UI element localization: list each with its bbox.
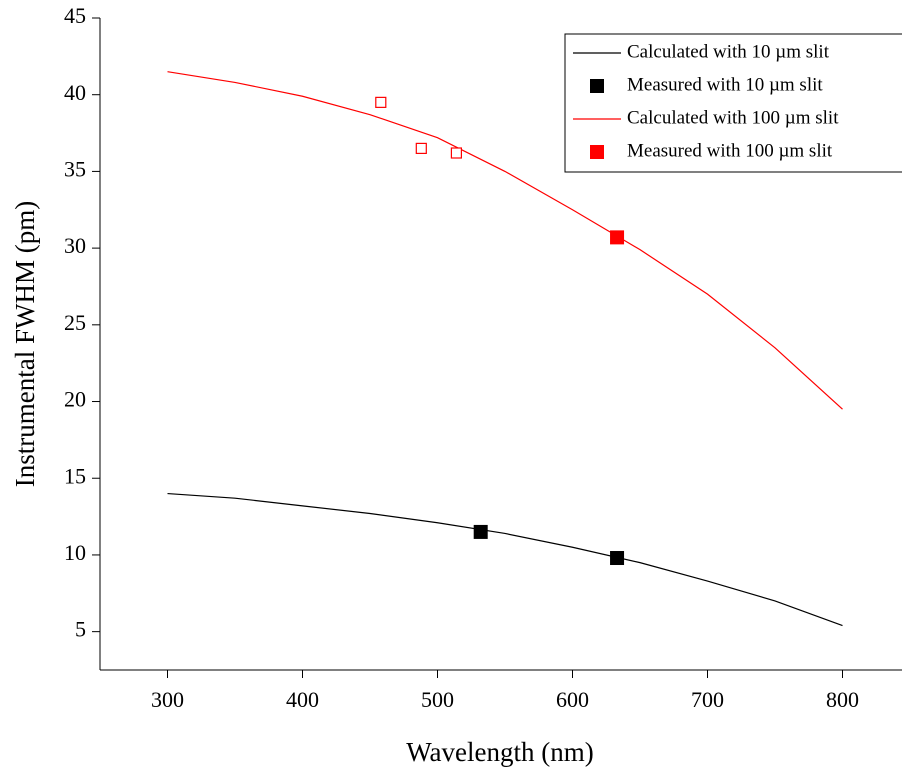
y-tick-label: 25 xyxy=(64,310,86,335)
data-point xyxy=(375,96,387,108)
y-tick-label: 35 xyxy=(64,156,86,181)
data-line xyxy=(167,492,843,627)
x-tick-label: 700 xyxy=(691,687,724,712)
data-line xyxy=(167,71,843,410)
data-point xyxy=(610,551,625,566)
y-tick-label: 40 xyxy=(64,80,86,105)
data-point xyxy=(450,147,462,159)
legend-box xyxy=(564,33,902,173)
legend-label: Measured with 10 µm slit xyxy=(627,74,823,95)
legend-symbol xyxy=(590,79,604,93)
y-tick-label: 30 xyxy=(64,233,86,258)
y-tick-label: 15 xyxy=(64,463,86,488)
data-point xyxy=(415,142,427,154)
data-point xyxy=(610,230,625,245)
x-axis-title: Wavelength (nm) xyxy=(406,737,594,767)
x-tick-label: 500 xyxy=(421,687,454,712)
x-tick-label: 300 xyxy=(151,687,184,712)
y-tick-label: 20 xyxy=(64,387,86,412)
y-axis-title: Instrumental FWHM (pm) xyxy=(10,201,40,487)
x-tick-label: 600 xyxy=(556,687,589,712)
x-tick-label: 400 xyxy=(286,687,319,712)
x-tick-label: 800 xyxy=(826,687,859,712)
y-tick-label: 45 xyxy=(64,3,86,28)
legend-label: Calculated with 100 µm slit xyxy=(627,107,839,128)
legend-label: Measured with 100 µm slit xyxy=(627,140,833,161)
y-tick-label: 10 xyxy=(64,540,86,565)
y-tick-label: 5 xyxy=(75,617,86,642)
legend-symbol xyxy=(590,145,604,159)
data-point xyxy=(473,524,488,539)
legend-label: Calculated with 10 µm slit xyxy=(627,41,830,62)
